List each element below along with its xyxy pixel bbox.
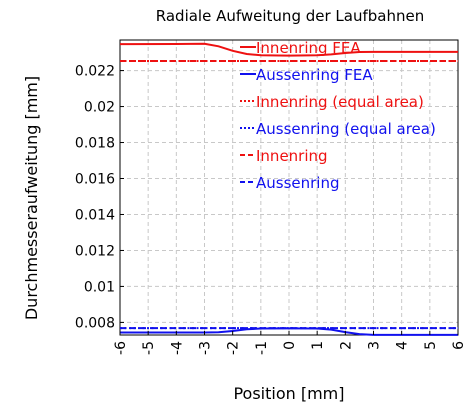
y-tick-label: 0.01	[84, 279, 115, 295]
x-tick-label: 6	[451, 341, 467, 350]
x-tick-label: 1	[310, 341, 326, 350]
series-line-1	[119, 42, 458, 57]
x-tick-label: -3	[198, 341, 214, 355]
y-tick-label: 0.022	[75, 64, 115, 80]
y-axis-label: Durchmesseraufweitung [mm]	[22, 76, 41, 320]
legend-label: Innenring (equal area)	[256, 93, 424, 111]
y-axis-ticks: 0.008 0.01 0.012 0.014 0.016 0.018 0.02 0.022	[75, 64, 124, 331]
y-tick-label: 0.02	[84, 100, 115, 116]
legend: Innenring FEA Aussenring FEA Innenring (eq…	[240, 39, 436, 192]
y-tick-label: 0.016	[75, 172, 115, 188]
x-tick-label: 5	[423, 341, 439, 350]
y-tick-label: 0.012	[75, 243, 115, 259]
x-axis-ticks: -6 -5 -4 -3 -2 -1 0 1 2 3 4 5 6	[113, 331, 467, 355]
y-tick-label: 0.008	[75, 315, 115, 331]
y-tick-label: 0.014	[75, 207, 115, 223]
legend-label: Aussenring FEA	[256, 66, 373, 84]
legend-label: Aussenring	[256, 174, 340, 192]
x-tick-label: -6	[113, 341, 129, 355]
chart-title: Radiale Aufweitung der Laufbahnen	[156, 7, 424, 25]
series-layer	[119, 42, 458, 336]
x-tick-label: 4	[395, 341, 411, 350]
x-tick-label: -4	[169, 341, 185, 355]
y-tick-label: 0.018	[75, 136, 115, 152]
legend-label: Aussenring (equal area)	[256, 120, 436, 138]
legend-label: Innenring FEA	[256, 39, 361, 57]
x-tick-label: 3	[367, 341, 383, 350]
x-axis-label: Position [mm]	[233, 384, 344, 403]
x-tick-label: -2	[226, 341, 242, 355]
x-tick-label: 0	[282, 341, 298, 350]
x-tick-label: -5	[141, 341, 157, 355]
x-tick-label: -1	[254, 341, 270, 355]
legend-label: Innenring	[256, 147, 328, 165]
x-tick-label: 2	[338, 341, 354, 350]
